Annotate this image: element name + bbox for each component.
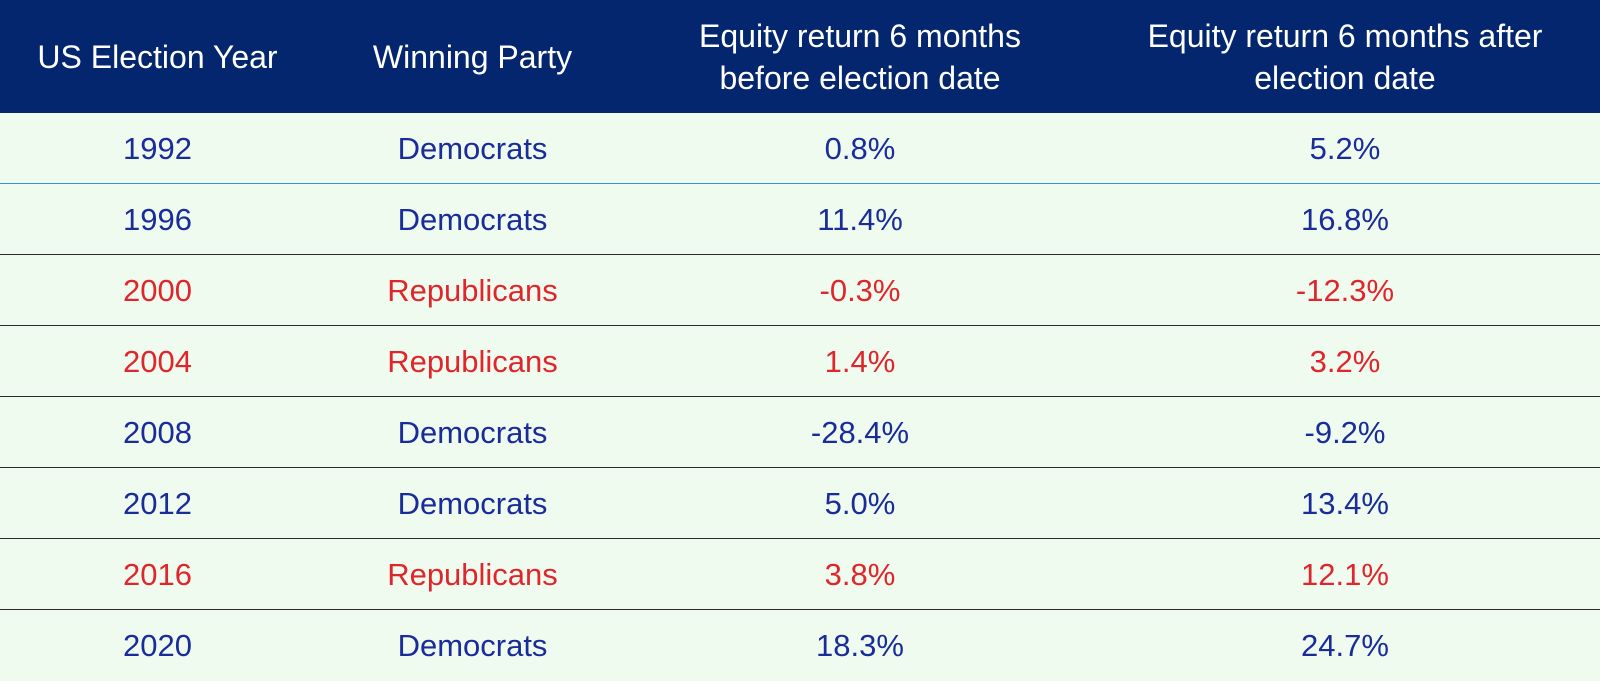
cell-year: 1992	[123, 130, 192, 166]
row-divider	[0, 538, 1600, 539]
cell-party: Republicans	[387, 343, 558, 379]
cell-return-before: 18.3%	[816, 627, 904, 663]
row-divider	[0, 609, 1600, 610]
cell-year: 1996	[123, 201, 192, 237]
cell-party: Republicans	[387, 556, 558, 592]
cell-party: Democrats	[397, 414, 548, 450]
cell-return-before: 11.4%	[817, 201, 903, 237]
table-row: 1992 Democrats 0.8% 5.2%	[0, 113, 1600, 184]
cell-return-before: 5.0%	[824, 485, 896, 521]
header-winning-party: Winning Party	[372, 38, 573, 75]
table-row: 2016 Republicans 3.8% 12.1%	[0, 539, 1600, 610]
header-return-after: Equity return 6 months after election da…	[1147, 17, 1543, 96]
header-return-before: Equity return 6 months before election d…	[699, 17, 1021, 96]
cell-party: Democrats	[397, 201, 548, 237]
cell-year: 2008	[123, 414, 192, 450]
cell-party: Democrats	[397, 485, 548, 521]
cell-party: Republicans	[387, 272, 558, 308]
table-row: 2020 Democrats 18.3% 24.7%	[0, 610, 1600, 681]
cell-return-after: 13.4%	[1301, 485, 1389, 521]
table-row: 2012 Democrats 5.0% 13.4%	[0, 468, 1600, 539]
cell-return-before: 3.8%	[824, 556, 896, 592]
cell-return-after: -9.2%	[1304, 414, 1386, 450]
cell-return-after: 5.2%	[1309, 130, 1381, 166]
cell-year: 2000	[123, 272, 192, 308]
cell-year: 2004	[123, 343, 192, 379]
table-row: 2004 Republicans 1.4% 3.2%	[0, 326, 1600, 397]
cell-year: 2016	[123, 556, 192, 592]
cell-return-before: 1.4%	[824, 343, 896, 379]
cell-return-after: 3.2%	[1309, 343, 1381, 379]
table-row: 1996 Democrats 11.4% 16.8%	[0, 184, 1600, 255]
cell-party: Democrats	[397, 130, 548, 166]
table-body: 1992 Democrats 0.8% 5.2% 1996 Democrats 11.4% 1…	[0, 113, 1600, 687]
cell-party: Democrats	[397, 627, 548, 663]
row-divider	[0, 183, 1600, 184]
cell-return-before: 0.8%	[824, 130, 896, 166]
cell-year: 2020	[123, 627, 192, 663]
cell-return-after: -12.3%	[1295, 272, 1395, 308]
row-divider	[0, 467, 1600, 468]
row-divider	[0, 396, 1600, 397]
row-divider	[0, 325, 1600, 326]
cell-return-after: 24.7%	[1301, 627, 1389, 663]
cell-return-after: 16.8%	[1301, 201, 1389, 237]
cell-return-after: 12.1%	[1301, 556, 1389, 592]
cell-year: 2012	[123, 485, 192, 521]
cell-return-before: -28.4%	[810, 414, 910, 450]
row-divider	[0, 254, 1600, 255]
cell-return-before: -0.3%	[819, 272, 901, 308]
table-row: 2000 Republicans -0.3% -12.3%	[0, 255, 1600, 326]
table-row: 2008 Democrats -28.4% -9.2%	[0, 397, 1600, 468]
table-header: US Election Year Winning Party Equity re…	[0, 0, 1600, 113]
header-election-year: US Election Year	[37, 38, 278, 75]
